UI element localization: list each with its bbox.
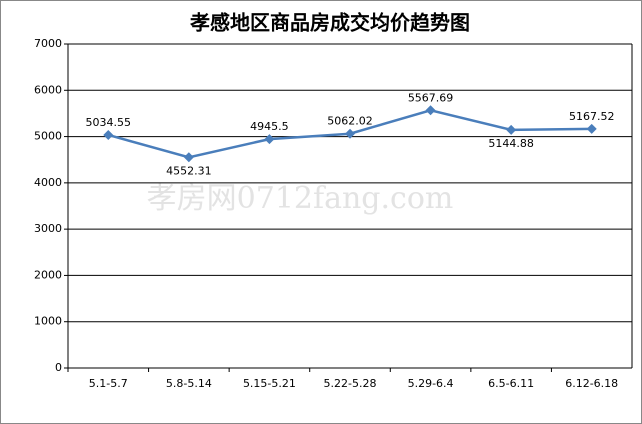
y-tick-label: 6000 <box>34 83 62 96</box>
x-tick-label: 6.5-6.11 <box>488 377 534 390</box>
data-label: 4552.31 <box>166 164 212 177</box>
x-tick-label: 5.1-5.7 <box>89 377 128 390</box>
x-tick-label: 5.29-6.4 <box>408 377 454 390</box>
x-tick-label: 5.15-5.21 <box>243 377 296 390</box>
watermark: 孝房网0712fang.com <box>147 181 454 216</box>
y-tick-label: 2000 <box>34 268 62 281</box>
data-label: 5144.88 <box>488 137 534 150</box>
marker <box>586 123 597 134</box>
x-tick-label: 6.12-6.18 <box>565 377 618 390</box>
y-tick-label: 7000 <box>34 37 62 50</box>
marker <box>264 134 275 145</box>
data-label: 5167.52 <box>569 110 615 123</box>
marker <box>345 128 355 139</box>
y-tick-label: 4000 <box>34 176 62 189</box>
marker <box>103 129 114 140</box>
data-label: 5567.69 <box>408 91 454 104</box>
marker <box>425 105 436 116</box>
data-label: 5062.02 <box>327 115 373 128</box>
data-label: 4945.5 <box>250 120 289 133</box>
y-tick-label: 0 <box>55 361 62 374</box>
y-tick-label: 5000 <box>34 130 62 143</box>
data-label: 5034.55 <box>86 116 132 129</box>
marker <box>183 152 194 163</box>
y-tick-label: 3000 <box>34 222 62 235</box>
chart-title: 孝感地区商品房成交均价趋势图 <box>189 11 470 35</box>
x-tick-label: 5.8-5.14 <box>166 377 212 390</box>
x-tick-label: 5.22-5.28 <box>324 377 377 390</box>
marker <box>506 124 517 135</box>
y-tick-label: 1000 <box>34 315 62 328</box>
